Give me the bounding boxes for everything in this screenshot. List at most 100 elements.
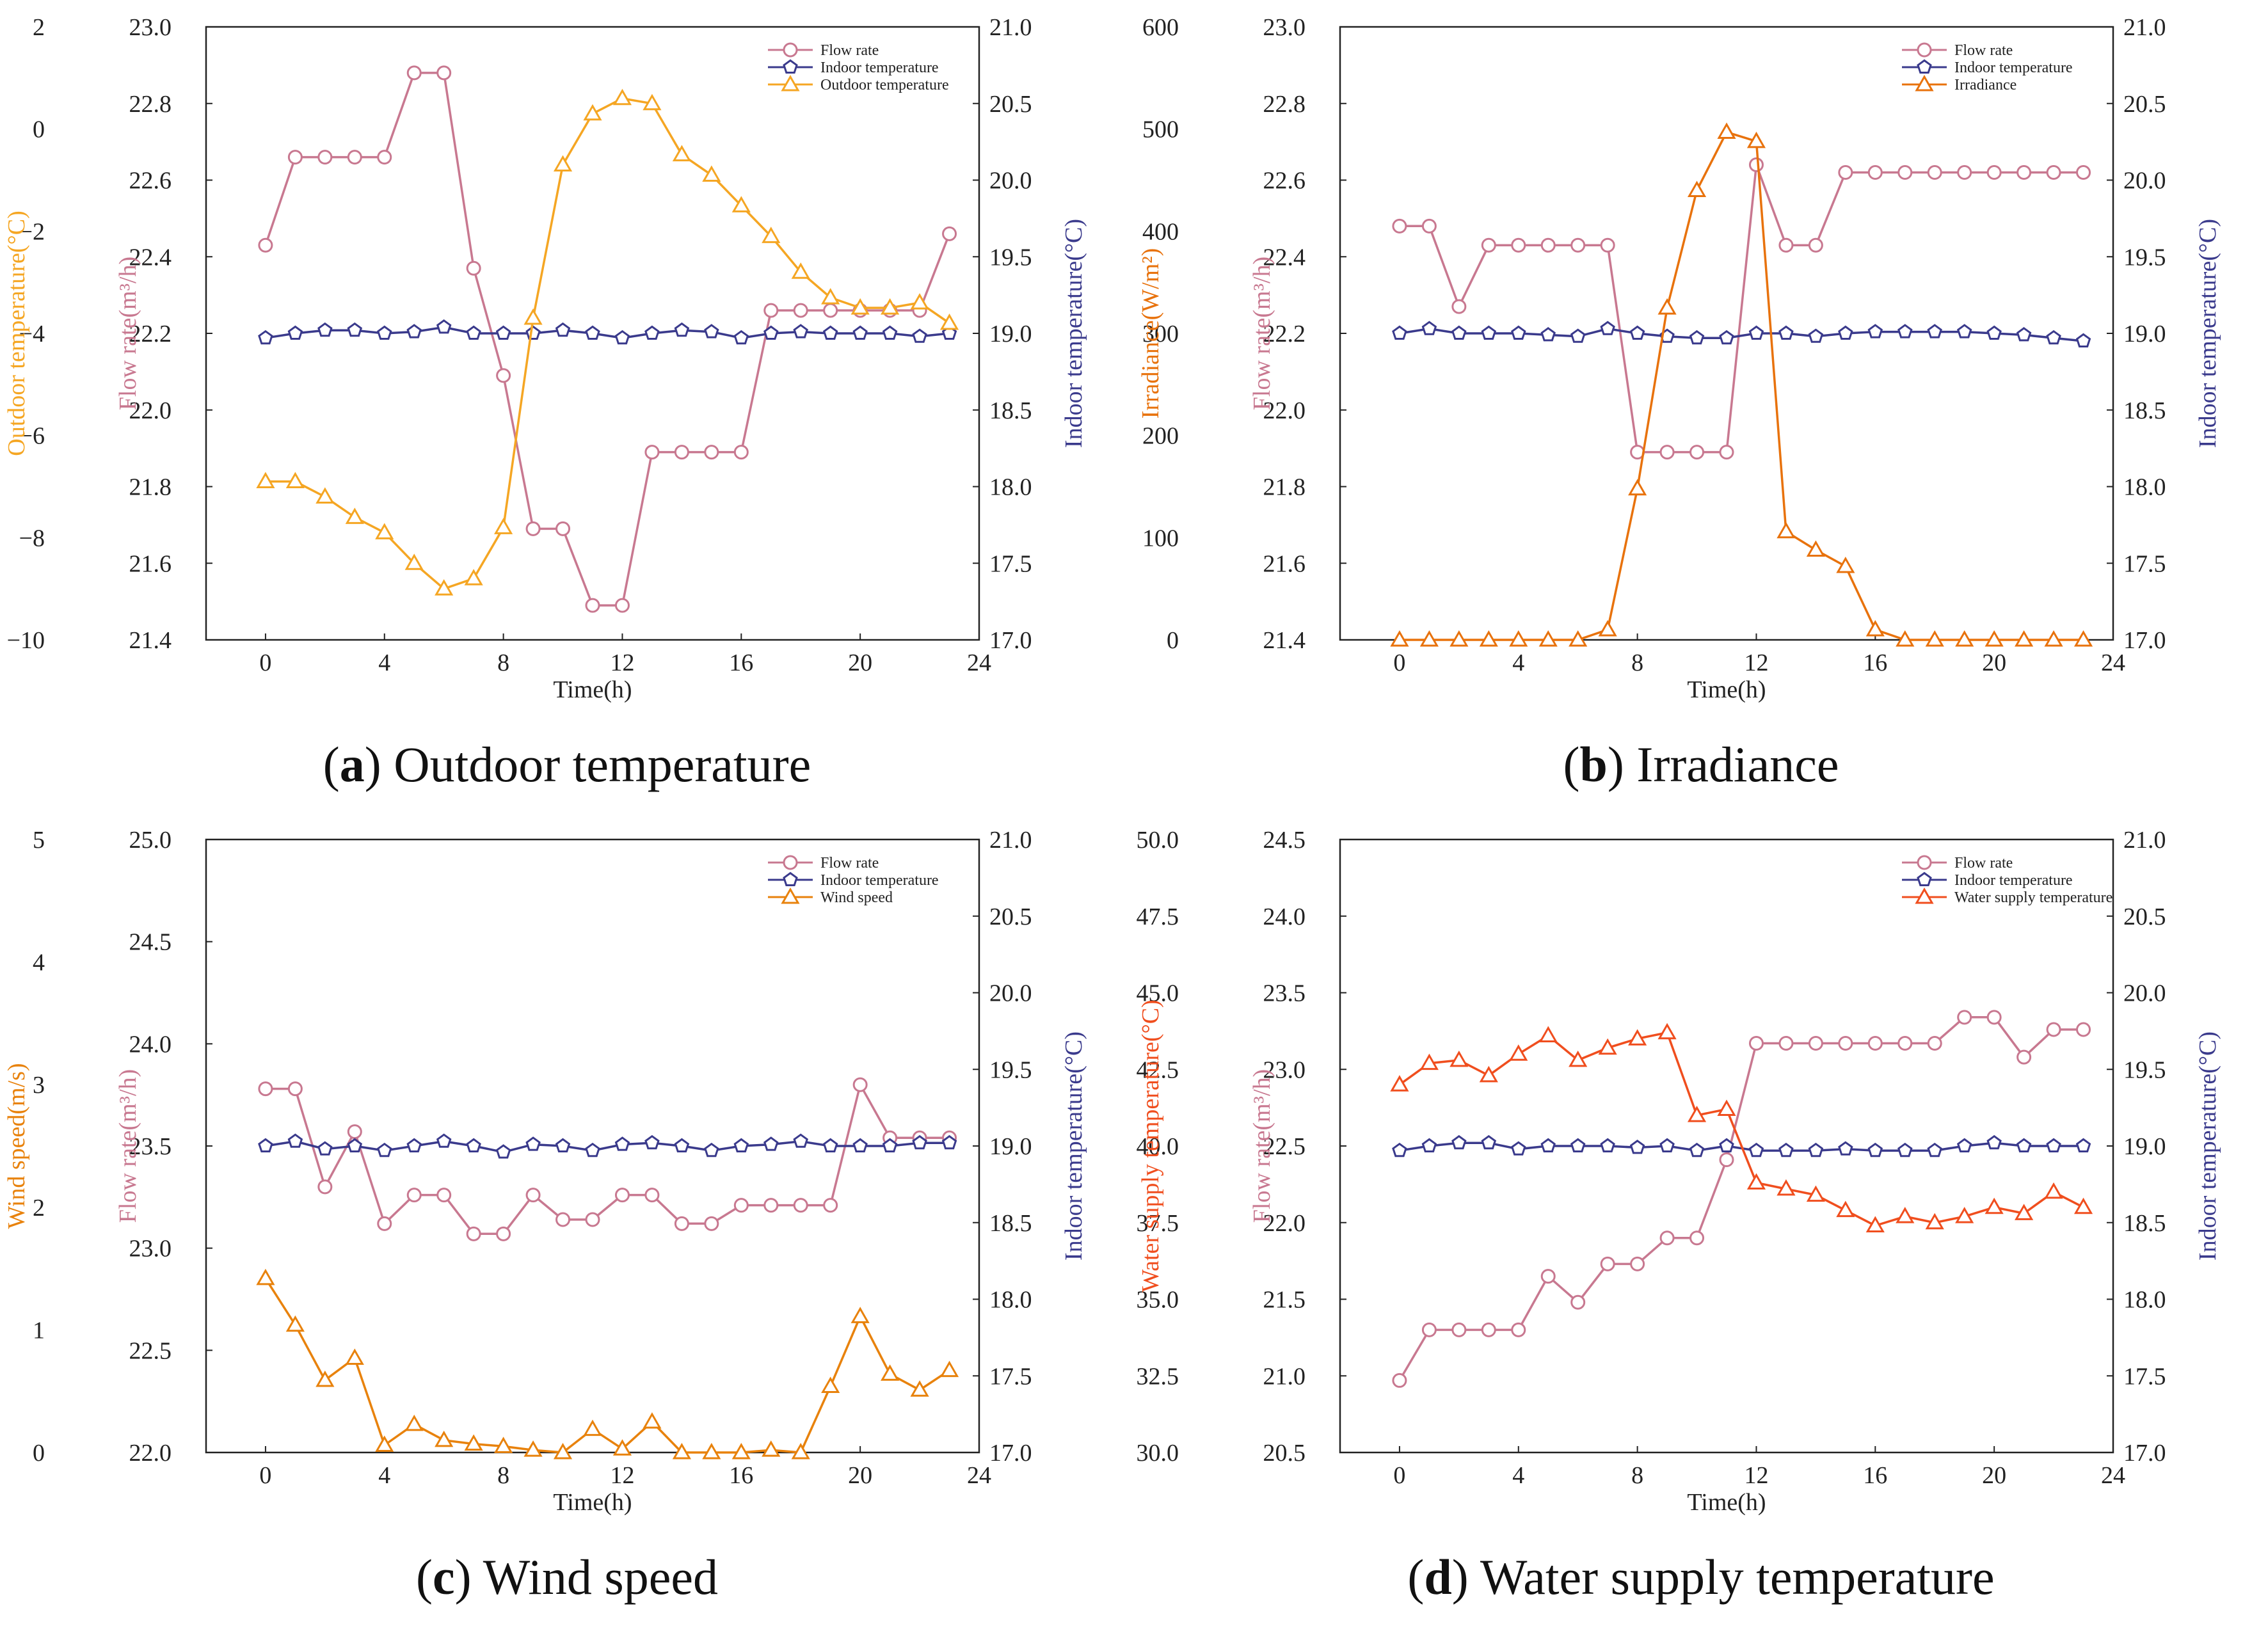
right-y-tick-label: 18.0 (989, 1287, 1032, 1314)
irradiance-point (2073, 630, 2093, 647)
water-supply-temperature-point (1777, 1179, 1796, 1196)
legend-label: Flow rate (820, 855, 879, 871)
x-axis-label: Time(h) (553, 1489, 632, 1516)
left-y-tick-label: 24.5 (129, 929, 172, 956)
flow-rate-point (1748, 1036, 1764, 1051)
wind-speed-point (494, 1436, 513, 1453)
water-supply-temperature-point (1390, 1075, 1409, 1092)
right-y-tick-label: 21.0 (989, 14, 1032, 41)
x-tick-label: 12 (610, 1462, 634, 1489)
right-y-axis-label: Indoor temperature(°C) (1060, 1031, 1087, 1261)
flow-rate-point (674, 1216, 689, 1231)
water-supply-temperature-point (1746, 1173, 1766, 1189)
indoor-temperature-point (793, 1133, 808, 1148)
left-y-tick-label: 21.4 (129, 627, 172, 654)
left-y-tick-label: 22.0 (129, 397, 172, 424)
flow-rate-point (1808, 237, 1823, 253)
indoor-temperature-point (1748, 325, 1764, 340)
outer-y-tick-label: 100 (1142, 525, 1179, 552)
irradiance-point (1806, 540, 1825, 557)
x-tick-label: 4 (378, 649, 390, 676)
x-tick-label: 24 (2101, 1462, 2125, 1489)
outdoor-temperature-point (404, 553, 424, 570)
x-tick-label: 8 (497, 1462, 509, 1489)
irradiance-point (1687, 180, 1707, 197)
water-supply-temperature-point (1419, 1053, 1439, 1070)
indoor-temperature-point (377, 325, 392, 340)
irradiance-point (1717, 122, 1736, 139)
flow-rate-point (406, 65, 422, 81)
indoor-temperature-point (287, 1133, 303, 1148)
flow-rate-line (265, 1081, 950, 1236)
caption-a: (a) Outdoor temperature (323, 736, 811, 792)
right-y-tick-label: 17.0 (2123, 1440, 2166, 1467)
indoor-temperature-point (912, 1134, 927, 1150)
outdoor-temperature-point (910, 293, 929, 310)
indoor-temperature-point (317, 322, 333, 337)
x-tick-label: 16 (729, 1462, 753, 1489)
right-y-tick-label: 19.0 (2123, 321, 2166, 347)
indoor-temperature-point (1392, 1142, 1407, 1158)
caption-c-text: Wind speed (483, 1549, 718, 1605)
flow-rate-point (1570, 237, 1586, 253)
right-y-tick-label: 20.0 (2123, 168, 2166, 195)
indoor-temperature-line (1399, 328, 2084, 342)
flow-rate-point (466, 260, 481, 276)
wind-speed-point (375, 1435, 394, 1452)
chart-a-svg: 0 4 8 12 16 20 24 Time(h) −10 −8 −6 −4 −2 0 2 Outdoor t… (3, 14, 1087, 703)
flow-rate-point (1421, 218, 1437, 234)
right-y-tick-label: 17.0 (989, 627, 1032, 654)
irradiance-point (1865, 620, 1885, 637)
flow-rate-point (1748, 157, 1764, 173)
indoor-temperature-point (852, 325, 868, 340)
outer-y-tick-label: 300 (1142, 321, 1179, 347)
x-axis-label: Time(h) (553, 676, 632, 703)
x-tick-label: 20 (1982, 1462, 2006, 1489)
indoor-temperature-point (2075, 1138, 2091, 1152)
outer-y-tick-label: 37.5 (1137, 1210, 1179, 1237)
right-y-tick-label: 19.5 (989, 244, 1032, 271)
irradiance-point (1657, 298, 1677, 315)
indoor-temperature-point (495, 1144, 511, 1159)
wind-speed-point (464, 1434, 483, 1451)
left-y-tick-label: 25.0 (129, 827, 172, 854)
irradiance-point (1836, 557, 1855, 573)
series-flow-rate (258, 65, 957, 613)
irradiance-point (2015, 630, 2034, 647)
right-y-tick-label: 17.5 (2123, 1363, 2166, 1390)
right-y-tick-label: 19.0 (989, 1133, 1032, 1160)
outdoor-temperature-point (583, 104, 602, 121)
flow-rate-point (1689, 1230, 1705, 1246)
outdoor-temperature-point (672, 145, 691, 162)
series-outdoor-temperature (256, 88, 959, 596)
legend-marker (1917, 871, 1932, 886)
flow-rate-point (763, 1198, 779, 1213)
right-y-tick-label: 18.0 (2123, 474, 2166, 501)
outer-y-tick-label: 1 (33, 1317, 45, 1344)
indoor-temperature-point (1838, 325, 1853, 340)
indoor-temperature-point (436, 319, 452, 334)
water-supply-temperature-point (1479, 1065, 1498, 1083)
left-y-tick-label: 22.8 (1263, 91, 1306, 118)
indoor-temperature-point (436, 1133, 452, 1148)
left-y-axis-label: Flow rate(m³/h) (115, 257, 141, 410)
indoor-temperature-point (704, 324, 719, 338)
indoor-temperature-point (1481, 1134, 1497, 1150)
outer-y-tick-label: −2 (19, 218, 45, 245)
left-y-tick-label: 22.2 (1263, 321, 1306, 347)
flow-rate-point (733, 445, 749, 460)
flow-rate-point (317, 1179, 333, 1195)
left-y-tick-label: 23.5 (1263, 980, 1306, 1007)
indoor-temperature-point (1986, 325, 2002, 340)
outdoor-temperature-point (553, 155, 573, 172)
right-y-tick-label: 18.5 (989, 1210, 1032, 1237)
right-y-tick-label: 18.0 (2123, 1287, 2166, 1314)
flow-rate-point (525, 1188, 541, 1203)
x-tick-label: 12 (610, 649, 634, 676)
wind-speed-point (612, 1439, 632, 1456)
flow-rate-point (1897, 1036, 1913, 1051)
irradiance-point (1449, 630, 1469, 647)
caption-a-letter: a (339, 736, 365, 792)
indoor-temperature-point (1956, 1138, 1972, 1152)
